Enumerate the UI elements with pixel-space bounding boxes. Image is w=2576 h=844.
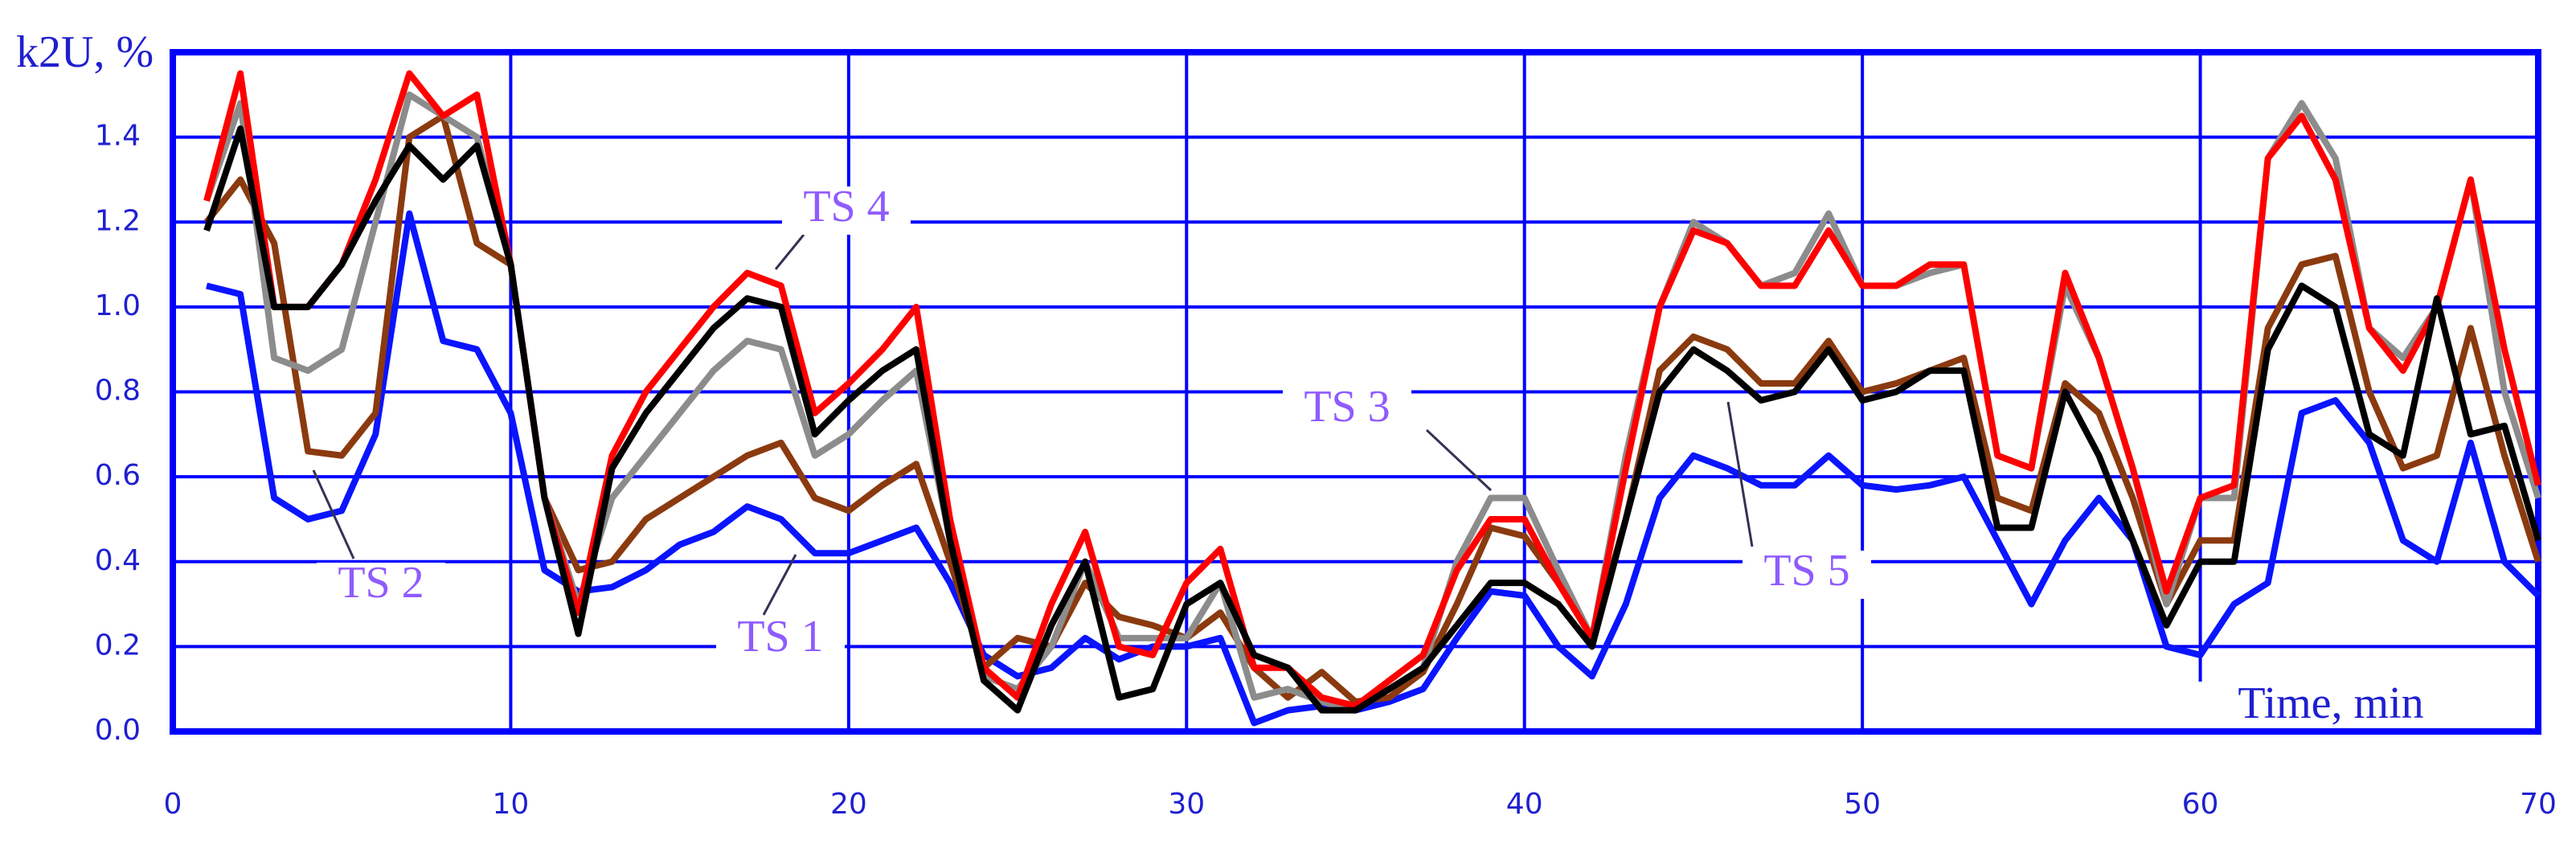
leader-line bbox=[1425, 428, 1493, 492]
x-tick-label: 70 bbox=[2520, 788, 2557, 821]
label-background bbox=[1743, 551, 1871, 599]
x-tick-label: 30 bbox=[1168, 788, 1205, 821]
series-line bbox=[203, 125, 2541, 714]
y-tick-label: 0.8 bbox=[95, 375, 141, 408]
y-tick-label: 0.6 bbox=[95, 459, 141, 492]
leader-line bbox=[762, 554, 797, 616]
leader-line bbox=[774, 234, 805, 270]
y-tick-label: 1.0 bbox=[95, 289, 141, 322]
series-label: TS 4 bbox=[803, 182, 889, 231]
x-label-background bbox=[2194, 682, 2472, 728]
x-tick-label: 20 bbox=[830, 788, 867, 821]
label-background bbox=[716, 617, 845, 665]
plot-border bbox=[170, 49, 2541, 735]
x-tick-label: 50 bbox=[1844, 788, 1881, 821]
series-line bbox=[203, 70, 2541, 710]
series-label: TS 1 bbox=[737, 612, 823, 662]
label-background bbox=[1283, 387, 1411, 435]
y-tick-label: 1.4 bbox=[95, 120, 141, 153]
series-label: TS 2 bbox=[338, 558, 424, 608]
y-tick-label: 1.2 bbox=[95, 204, 141, 237]
y-tick-label: 0.2 bbox=[95, 629, 141, 662]
y-tick-label: 0.0 bbox=[95, 714, 141, 747]
y-tick-label: 0.4 bbox=[95, 544, 141, 577]
label-background bbox=[782, 186, 911, 235]
x-tick-label: 10 bbox=[493, 788, 530, 821]
series-label: TS 5 bbox=[1763, 546, 1849, 596]
leader-line bbox=[1726, 401, 1754, 547]
leader-line bbox=[312, 469, 355, 559]
x-tick-label: 0 bbox=[164, 788, 182, 821]
label-background bbox=[317, 563, 445, 611]
series-line bbox=[206, 210, 2541, 727]
x-tick-label: 60 bbox=[2182, 788, 2219, 821]
x-axis-label: Time, min bbox=[2238, 678, 2423, 728]
y-axis-label: k2U, % bbox=[16, 27, 154, 77]
x-tick-label: 40 bbox=[1506, 788, 1543, 821]
series-label: TS 3 bbox=[1304, 382, 1390, 432]
